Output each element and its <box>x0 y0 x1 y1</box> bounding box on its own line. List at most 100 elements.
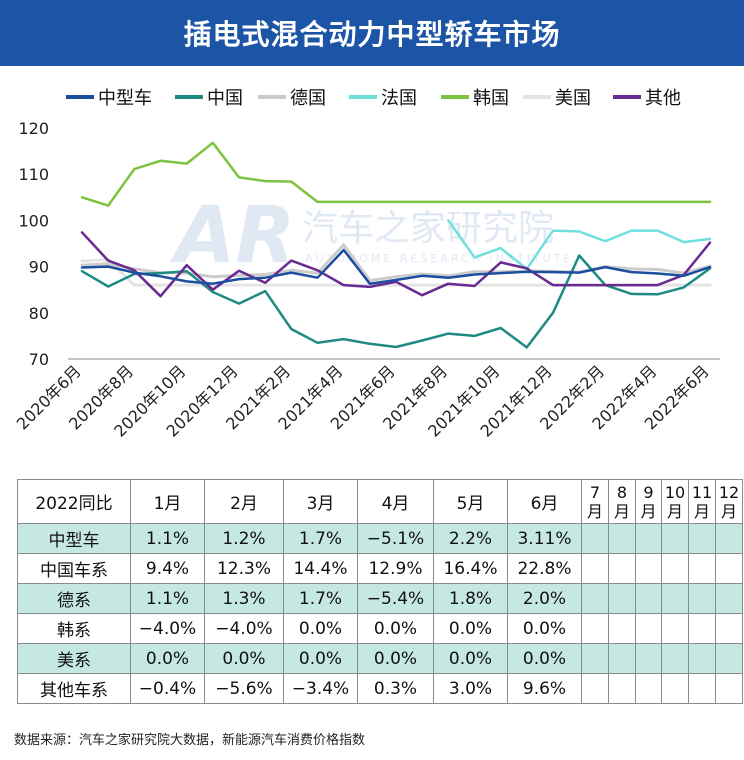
table-cell: 0.0% <box>357 613 434 644</box>
table-cell: 0.0% <box>357 643 434 674</box>
table-cell: −3.4% <box>283 673 358 704</box>
table-cell <box>688 643 716 674</box>
y-tick-label: 120 <box>18 119 49 138</box>
table-cell: −4.0% <box>130 613 205 644</box>
table-cell <box>715 643 743 674</box>
table-row-label: 美系 <box>17 643 131 674</box>
table-cell: 0.0% <box>283 643 358 674</box>
table-cell: 3.11% <box>507 523 582 554</box>
title-banner: 插电式混合动力中型轿车市场 <box>0 0 744 66</box>
watermark-en: AUTOHOME RESEARCH INSTITUTE <box>305 252 573 265</box>
table-cell: 0.0% <box>433 613 508 644</box>
table-cell <box>635 613 662 644</box>
table-cell: 1.1% <box>130 583 205 614</box>
table-cell <box>661 673 689 704</box>
table-cell <box>581 673 609 704</box>
table-cell: 2.0% <box>507 583 582 614</box>
table-cell <box>608 553 636 584</box>
table-cell <box>581 613 609 644</box>
table-cell: 0.0% <box>507 643 582 674</box>
table-cell <box>688 673 716 704</box>
table-cell: −4.0% <box>204 613 284 644</box>
y-tick-label: 70 <box>29 350 49 369</box>
table-cell <box>581 553 609 584</box>
legend-label: 美国 <box>555 88 591 109</box>
legend-label: 其他 <box>645 88 681 109</box>
series-line-法国 <box>447 219 712 271</box>
series-line-韩国 <box>80 141 712 207</box>
table-cell <box>635 673 662 704</box>
table-cell <box>581 583 609 614</box>
table-month-header: 4月 <box>357 479 434 524</box>
table-cell <box>581 523 609 554</box>
table-cell <box>635 523 662 554</box>
table-cell <box>608 643 636 674</box>
table-cell: 1.2% <box>204 523 284 554</box>
table-header-row: 2022同比 1月 2月 3月 4月 5月 6月 7 月 8 月 9 月 10 月 11 月 12 月 <box>17 479 743 524</box>
table-month-header: 1月 <box>130 479 205 524</box>
table-cell: 1.3% <box>204 583 284 614</box>
y-tick-label: 90 <box>29 258 49 277</box>
table-row-label: 其他车系 <box>17 673 131 704</box>
table-cell: 0.0% <box>433 643 508 674</box>
table-cell <box>715 553 743 584</box>
table-cell <box>688 583 716 614</box>
table-row: 德系 1.1% 1.3% 1.7% −5.4% 1.8% 2.0% <box>17 583 743 614</box>
legend-label: 中型车 <box>98 88 152 109</box>
series-lines <box>80 141 712 349</box>
table-cell: 0.3% <box>357 673 434 704</box>
table-cell: 3.0% <box>433 673 508 704</box>
table-row-label: 中国车系 <box>17 553 131 584</box>
table-cell <box>688 553 716 584</box>
table-cell: 16.4% <box>433 553 508 584</box>
table-cell: 0.0% <box>204 643 284 674</box>
table-cell <box>661 553 689 584</box>
table-cell <box>635 583 662 614</box>
y-tick-label: 80 <box>29 304 49 323</box>
table-cell <box>661 643 689 674</box>
table-cell <box>608 613 636 644</box>
chart-title: 插电式混合动力中型轿车市场 <box>183 18 561 51</box>
watermark-cn: 汽车之家研究院 <box>302 208 554 249</box>
legend-label: 德国 <box>290 88 326 109</box>
table-cell: 1.7% <box>283 523 358 554</box>
table-cell <box>688 613 716 644</box>
line-chart: AR 汽车之家研究院 AUTOHOME RESEARCH INSTITUTE 中… <box>13 88 720 441</box>
table-cell: 0.0% <box>507 613 582 644</box>
table-cell: −5.1% <box>357 523 434 554</box>
table-cell <box>608 583 636 614</box>
table-cell: 1.1% <box>130 523 205 554</box>
table-month-header: 12 月 <box>715 479 743 524</box>
table-row-label: 韩系 <box>17 613 131 644</box>
table-cell: 12.9% <box>357 553 434 584</box>
table-cell <box>608 523 636 554</box>
watermark-logo: AR <box>169 191 295 281</box>
series-line-中型车 <box>80 248 712 285</box>
table-cell: −5.6% <box>204 673 284 704</box>
y-tick-label: 110 <box>18 165 49 184</box>
table-month-header: 2月 <box>204 479 284 524</box>
table-row: 中型车 1.1% 1.2% 1.7% −5.1% 2.2% 3.11% <box>17 523 743 554</box>
table-cell: 1.7% <box>283 583 358 614</box>
table-cell: 1.8% <box>433 583 508 614</box>
table-row: 其他车系 −0.4% −5.6% −3.4% 0.3% 3.0% 9.6% <box>17 673 743 704</box>
data-source-note: 数据来源：汽车之家研究院大数据，新能源汽车消费价格指数 <box>14 733 366 748</box>
table-cell: 2.2% <box>433 523 508 554</box>
table-row-label: 德系 <box>17 583 131 614</box>
table-cell <box>581 643 609 674</box>
table-cell <box>635 643 662 674</box>
table-cell <box>608 673 636 704</box>
table-cell: 12.3% <box>204 553 284 584</box>
table-cell <box>688 523 716 554</box>
table-month-header: 11 月 <box>688 479 716 524</box>
table-cell <box>715 613 743 644</box>
legend-label: 中国 <box>207 88 243 109</box>
table-row: 中国车系 9.4% 12.3% 14.4% 12.9% 16.4% 22.8% <box>17 553 743 584</box>
table-cell: −5.4% <box>357 583 434 614</box>
table-cell: 14.4% <box>283 553 358 584</box>
yoy-table: 2022同比 1月 2月 3月 4月 5月 6月 7 月 8 月 9 月 10 月 11 月 12 月 中型车 1.1… <box>17 479 743 704</box>
table-row: 韩系 −4.0% −4.0% 0.0% 0.0% 0.0% 0.0% <box>17 613 743 644</box>
